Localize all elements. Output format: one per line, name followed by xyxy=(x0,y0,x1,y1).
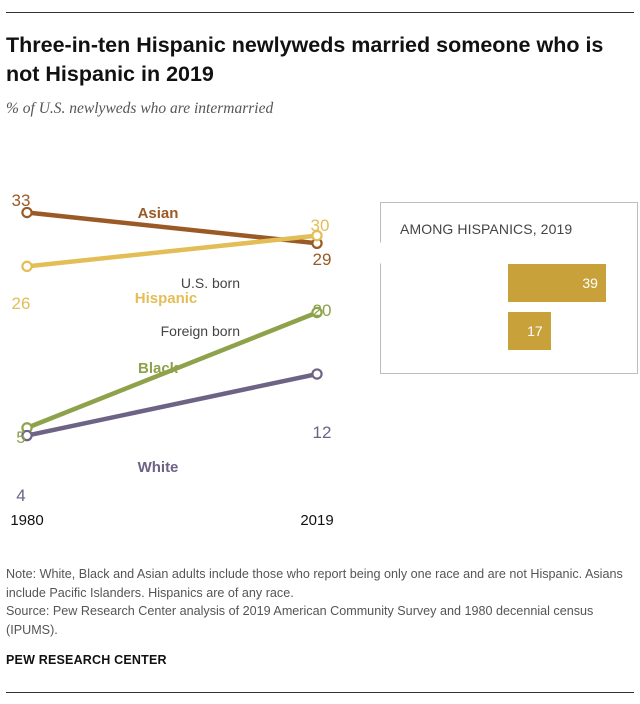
bottom-rule xyxy=(6,692,634,693)
series-label: Asian xyxy=(138,205,179,222)
data-label: 30 xyxy=(311,216,330,235)
callout-title: AMONG HISPANICS, 2019 xyxy=(400,221,573,237)
data-label: 12 xyxy=(313,423,332,442)
callout-bar-value: 17 xyxy=(527,323,543,339)
chart-subtitle: % of U.S. newlyweds who are intermarried xyxy=(6,100,274,117)
data-label: 4 xyxy=(16,486,25,505)
data-point-marker xyxy=(21,429,33,442)
series-label: White xyxy=(138,459,179,476)
data-point-marker xyxy=(21,206,33,219)
chart-notes: Note: White, Black and Asian adults incl… xyxy=(6,565,626,639)
line-chart: 33 29 Asian 26 30 Hispanic 5 20 Black 4 12 White 198… xyxy=(10,191,333,529)
data-label: 33 xyxy=(12,191,31,210)
note-text: Note: White, Black and Asian adults incl… xyxy=(6,567,623,600)
callout-bar: 17 xyxy=(508,312,551,350)
data-label: 5 xyxy=(16,428,25,447)
series-line-asian xyxy=(24,210,320,246)
series-label: Hispanic xyxy=(135,290,198,307)
series-label: Black xyxy=(138,360,179,377)
x-tick-label: 2019 xyxy=(300,512,333,529)
callout-label: U.S. born xyxy=(180,275,240,291)
hispanic-callout: AMONG HISPANICS, 2019 U.S. born 39 Forei… xyxy=(161,202,638,374)
top-rule xyxy=(6,12,634,13)
callout-label: Foreign born xyxy=(160,323,240,339)
series-line-white xyxy=(24,371,320,438)
data-point-marker xyxy=(311,368,323,380)
data-label: 26 xyxy=(12,294,31,313)
series-line-black xyxy=(24,310,320,431)
data-label: 20 xyxy=(313,301,332,320)
source-text: Source: Pew Research Center analysis of … xyxy=(6,604,594,637)
callout-bar-value: 39 xyxy=(582,275,598,291)
data-point-marker xyxy=(311,229,323,242)
data-point-marker xyxy=(311,306,323,319)
data-point-marker xyxy=(21,260,33,273)
series-line-hispanic xyxy=(24,233,320,269)
x-tick-label: 1980 xyxy=(10,512,43,529)
data-label: 29 xyxy=(313,250,332,269)
chart-title: Three-in-ten Hispanic newlyweds married … xyxy=(6,33,604,86)
publisher-brand: PEW RESEARCH CENTER xyxy=(6,653,167,667)
callout-bar: 39 xyxy=(508,264,606,302)
